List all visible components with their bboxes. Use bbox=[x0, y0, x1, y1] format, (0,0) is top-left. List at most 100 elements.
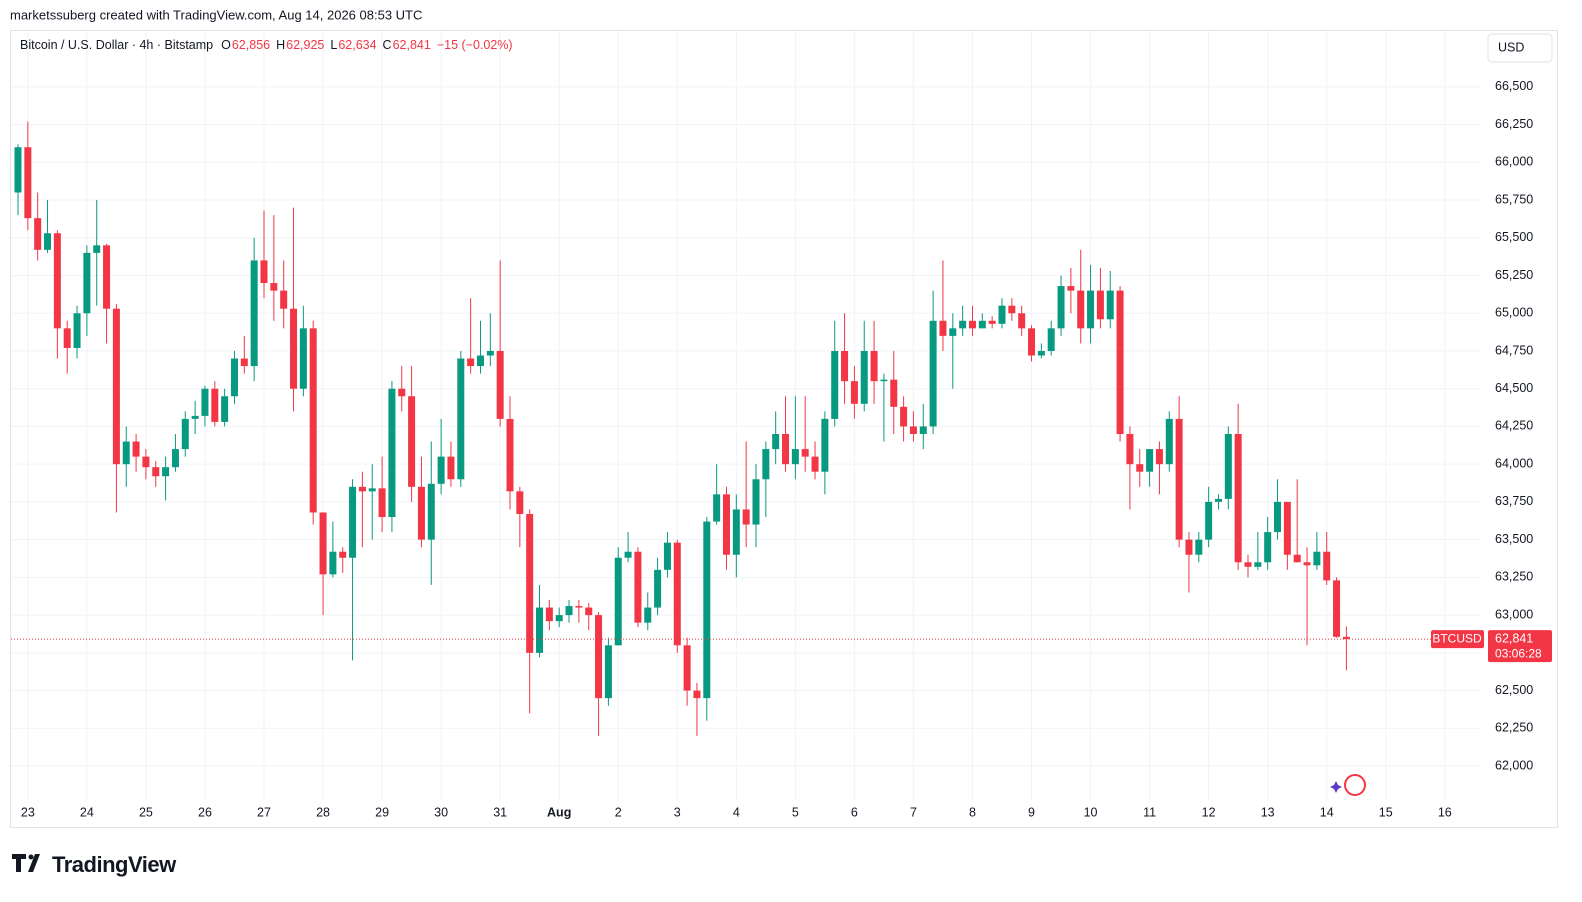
x-tick-label: 23 bbox=[21, 805, 35, 819]
candle-body bbox=[467, 358, 475, 367]
y-tick-label: 65,750 bbox=[1495, 192, 1533, 206]
candle-body bbox=[1008, 305, 1016, 314]
candle-body bbox=[506, 418, 514, 492]
candle-body bbox=[821, 418, 829, 472]
x-tick-label: 28 bbox=[316, 805, 330, 819]
legend-value: 62,925 bbox=[286, 38, 324, 52]
legend-value: 62,634 bbox=[338, 38, 376, 52]
candle-body bbox=[112, 308, 120, 465]
candle-body bbox=[290, 308, 298, 389]
candle-body bbox=[1224, 433, 1232, 499]
y-tick-label: 65,250 bbox=[1495, 268, 1533, 282]
candle-body bbox=[398, 388, 406, 397]
candle-body bbox=[1126, 433, 1134, 465]
candle-body bbox=[299, 328, 307, 389]
x-tick-label: 14 bbox=[1320, 805, 1334, 819]
candle-body bbox=[201, 388, 209, 416]
candle-body bbox=[1096, 290, 1104, 320]
candle-body bbox=[1165, 418, 1173, 465]
candle-body bbox=[309, 328, 317, 513]
candle-body bbox=[1175, 418, 1183, 540]
candle-body bbox=[250, 260, 258, 367]
y-tick-label: 62,250 bbox=[1495, 721, 1533, 735]
candle-body bbox=[890, 379, 898, 407]
candle-body bbox=[486, 350, 494, 356]
y-tick-label: 64,000 bbox=[1495, 456, 1533, 470]
candle-body bbox=[230, 358, 238, 397]
candle-body bbox=[555, 615, 563, 622]
candle-body bbox=[408, 396, 416, 487]
candle-body bbox=[595, 615, 603, 699]
candle-body bbox=[83, 252, 91, 314]
candle-body bbox=[900, 406, 908, 427]
candle-body bbox=[14, 147, 22, 193]
candle-body bbox=[624, 551, 632, 558]
currency-box[interactable] bbox=[1487, 33, 1553, 63]
candle-body bbox=[122, 441, 130, 465]
legend: Bitcoin / U.S. Dollar · 4h · Bitstamp O62… bbox=[20, 38, 513, 52]
candle-body bbox=[860, 350, 868, 404]
candle-body bbox=[388, 388, 396, 518]
x-tick-label: 11 bbox=[1143, 805, 1156, 819]
candle-body bbox=[870, 350, 878, 382]
y-tick-label: 63,750 bbox=[1495, 494, 1533, 508]
candle-body bbox=[1018, 313, 1026, 329]
candle-body bbox=[171, 449, 179, 468]
candle-body bbox=[1185, 539, 1193, 555]
y-tick-label: 64,500 bbox=[1495, 381, 1533, 395]
candle-body bbox=[880, 379, 888, 382]
symbol-box bbox=[1431, 630, 1484, 649]
chart-frame bbox=[10, 30, 1558, 828]
candle-body bbox=[280, 290, 288, 309]
candle-body bbox=[841, 350, 849, 382]
price-box bbox=[1488, 630, 1552, 663]
candle-body bbox=[988, 320, 996, 324]
x-tick-label: 2 bbox=[615, 805, 622, 819]
candle-body bbox=[417, 486, 425, 540]
candle-body bbox=[329, 551, 337, 575]
candle-body bbox=[162, 467, 170, 477]
currency: USD bbox=[1498, 40, 1524, 54]
candle-body bbox=[152, 467, 160, 477]
legend-key: H bbox=[276, 38, 285, 52]
candle-body bbox=[221, 396, 229, 422]
candle-body bbox=[1195, 539, 1203, 555]
candle-body bbox=[378, 488, 386, 518]
x-tick-label: 8 bbox=[969, 805, 976, 819]
candle-body bbox=[1037, 350, 1045, 356]
candle-body bbox=[437, 456, 445, 484]
candle-body bbox=[949, 328, 957, 336]
candle-body bbox=[319, 512, 327, 575]
x-tick-label: 25 bbox=[139, 805, 153, 819]
y-tick-label: 64,250 bbox=[1495, 419, 1533, 433]
legend-change: −15 (−0.02%) bbox=[437, 38, 513, 52]
candle-body bbox=[211, 388, 219, 422]
y-tick-label: 65,000 bbox=[1495, 306, 1533, 320]
candle-body bbox=[959, 320, 967, 329]
candle-body bbox=[1087, 290, 1095, 329]
candle-body bbox=[1214, 498, 1222, 502]
legend-value: 62,841 bbox=[393, 38, 431, 52]
candle-body bbox=[831, 350, 839, 419]
candle-body bbox=[1244, 562, 1252, 567]
candle-body bbox=[782, 433, 790, 465]
candle-body bbox=[240, 358, 248, 367]
candle-body bbox=[791, 449, 799, 465]
legend-key: L bbox=[330, 38, 337, 52]
x-tick-label: 16 bbox=[1438, 805, 1452, 819]
candle-body bbox=[63, 328, 71, 348]
candle-body bbox=[909, 426, 917, 434]
candle-body bbox=[673, 542, 681, 646]
candle-body bbox=[73, 313, 81, 348]
candle-body bbox=[545, 607, 553, 622]
brand: TradingView bbox=[52, 852, 177, 877]
x-tick-label: 24 bbox=[80, 805, 94, 819]
x-tick-label: 27 bbox=[257, 805, 271, 819]
y-tick-label: 63,000 bbox=[1495, 607, 1533, 621]
candle-body bbox=[654, 569, 662, 608]
x-tick-label: 29 bbox=[375, 805, 389, 819]
candle-body bbox=[427, 483, 435, 540]
candle-body bbox=[1303, 562, 1311, 566]
candle-body bbox=[801, 449, 809, 457]
candle-body bbox=[260, 260, 268, 284]
